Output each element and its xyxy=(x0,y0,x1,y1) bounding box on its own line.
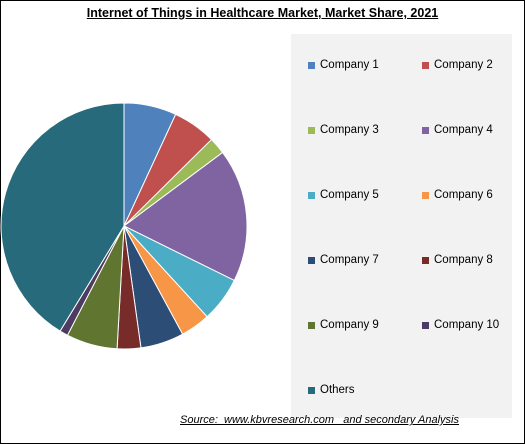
legend-item-company-9: Company 9 xyxy=(308,319,379,331)
legend-swatch xyxy=(308,191,315,199)
pie-slice-others xyxy=(0,102,125,332)
legend-label: Company 5 xyxy=(320,189,379,201)
legend-swatch xyxy=(308,126,315,134)
legend-label: Company 10 xyxy=(434,319,500,331)
chart-title: Internet of Things in Healthcare Market,… xyxy=(86,6,439,20)
legend-label: Company 6 xyxy=(434,189,493,201)
legend-label: Company 2 xyxy=(434,59,493,71)
legend-item-company-2: Company 2 xyxy=(422,59,493,71)
legend-swatch xyxy=(422,61,429,69)
legend-swatch xyxy=(308,321,315,329)
legend-item-others: Others xyxy=(308,384,355,396)
legend-label: Company 7 xyxy=(320,254,379,266)
legend-item-company-5: Company 5 xyxy=(308,189,379,201)
legend-item-company-8: Company 8 xyxy=(422,254,493,266)
legend-item-company-4: Company 4 xyxy=(422,124,493,136)
legend-label: Company 4 xyxy=(434,124,493,136)
legend-swatch xyxy=(308,61,315,69)
legend-item-company-6: Company 6 xyxy=(422,189,493,201)
legend-swatch xyxy=(308,386,315,394)
legend-item-company-10: Company 10 xyxy=(422,319,499,331)
legend-label: Company 3 xyxy=(320,124,379,136)
legend-item-company-3: Company 3 xyxy=(308,124,379,136)
legend: Company 1 Company 2 Company 3 Company 4 Comp… xyxy=(291,34,512,418)
legend-item-company-7: Company 7 xyxy=(308,254,379,266)
legend-item-company-1: Company 1 xyxy=(308,59,379,71)
legend-label: Company 8 xyxy=(434,254,493,266)
legend-swatch xyxy=(422,126,429,134)
legend-label: Company 1 xyxy=(320,59,379,71)
legend-label: Others xyxy=(320,384,355,396)
legend-swatch xyxy=(422,256,429,264)
legend-label: Company 9 xyxy=(320,319,379,331)
pie-slice-company-4 xyxy=(123,151,248,282)
legend-swatch xyxy=(422,191,429,199)
legend-swatch xyxy=(422,321,429,329)
source-note: Source: www.kbvresearch.com and secondar… xyxy=(180,414,459,426)
legend-swatch xyxy=(308,256,315,264)
